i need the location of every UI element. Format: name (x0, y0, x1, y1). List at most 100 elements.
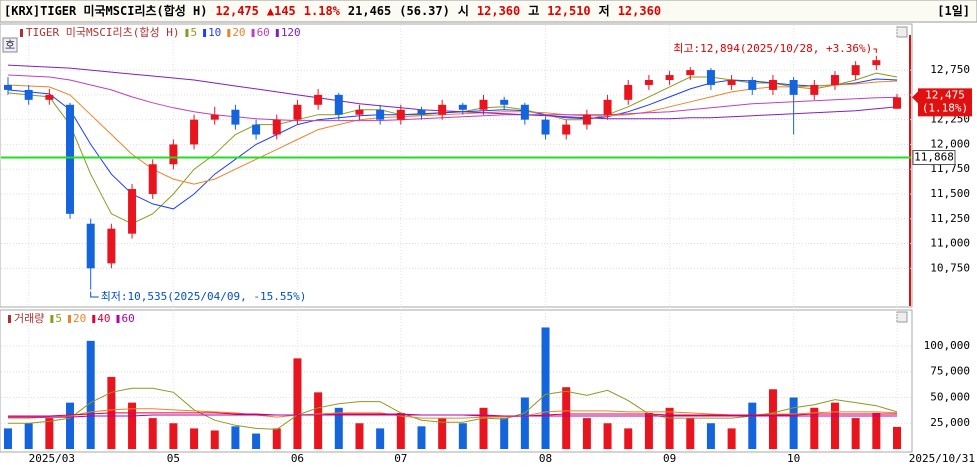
y-tick-label: 11,000 (930, 237, 970, 250)
volume-bar (624, 428, 633, 449)
header-item: 12,360 (618, 4, 661, 18)
candle-body (789, 80, 798, 95)
volume-bar (293, 358, 302, 449)
candle-body (851, 65, 860, 76)
candle-body (727, 80, 736, 85)
candle-body (603, 99, 612, 115)
candle-body (128, 189, 137, 234)
legend-entry: 60 (122, 312, 135, 325)
price-panel-close[interactable] (896, 26, 908, 38)
volume-bar (438, 418, 447, 449)
volume-bar (520, 397, 529, 449)
volume-bar (706, 423, 715, 449)
volume-bar (24, 423, 33, 449)
x-tick-label: 09 (663, 452, 676, 465)
legend-swatch (251, 29, 255, 37)
candle-body (830, 75, 839, 85)
high-annotation-arrow (873, 48, 877, 53)
current-price-box (918, 88, 972, 117)
y-tick-label: 100,000 (924, 339, 970, 352)
legend-swatch (227, 29, 231, 37)
candle-body (541, 119, 550, 135)
volume-bar (851, 418, 860, 449)
volume-bar (748, 402, 757, 449)
volume-bar (872, 412, 881, 449)
candle-body (479, 99, 488, 110)
candle-body (438, 104, 447, 115)
legend-entry: 10 (208, 26, 221, 39)
legend-swatch (20, 29, 23, 37)
legend-entry: 5 (190, 26, 197, 39)
volume-bar (479, 407, 488, 449)
candle-body (686, 70, 695, 76)
candle-body (169, 144, 178, 165)
side-button[interactable] (2, 37, 18, 53)
candle-body (644, 80, 653, 85)
volume-bar (458, 423, 467, 449)
ma-line (7, 74, 898, 122)
volume-bar (355, 423, 364, 449)
candle-body (624, 84, 633, 100)
header-item: 저 (599, 3, 610, 18)
volume-bar (45, 418, 54, 449)
header-item: (56.37) (399, 4, 450, 18)
y-tick-label: 12,000 (930, 137, 970, 150)
x-tick-label: 08 (539, 452, 552, 465)
volume-bar (603, 423, 612, 449)
volume-bar (768, 389, 777, 449)
high-annotation: 최고:12,894(2025/10/28, +3.36%) (673, 42, 872, 55)
candle-body (458, 104, 467, 110)
volume-bar (169, 423, 178, 449)
volume-bar (252, 433, 261, 449)
header-item: ▲145 (267, 4, 296, 18)
volume-bar (789, 397, 798, 449)
header-item: 시 (458, 4, 469, 18)
volume-ma-line (8, 414, 897, 418)
candle-body (272, 119, 281, 135)
x-tick-label: 2025/03 (29, 452, 75, 465)
volume-bar (314, 392, 323, 449)
legend-entry: 20 (73, 312, 86, 325)
y-tick-label: 11,750 (930, 162, 970, 175)
header-item: 1.18% (304, 4, 341, 18)
candle-body (376, 109, 385, 120)
volume-bar (334, 407, 343, 449)
side-button-label[interactable]: 호 (5, 39, 15, 52)
y-tick-label: 11,250 (930, 212, 970, 225)
x-tick-label: 05 (167, 452, 180, 465)
candle-body (4, 84, 12, 90)
period-selector[interactable]: [1일] (937, 4, 970, 18)
legend-entry: 40 (97, 312, 110, 325)
x-tick-label: 06 (291, 452, 304, 465)
x-tick-label: 07 (394, 452, 407, 465)
current-price-label: 12,475 (925, 88, 965, 101)
volume-bar (562, 387, 571, 449)
current-price-pointer (912, 91, 918, 104)
candle-body (107, 228, 116, 264)
header-item: 12,360 (477, 4, 520, 18)
low-annotation: 최저:10,535(2025/04/09, -15.55%) (101, 290, 307, 303)
x-tick-label: 2025/10/31 (909, 452, 975, 465)
legend-swatch (92, 315, 96, 323)
candle-body (148, 164, 157, 194)
candle-body (706, 70, 715, 85)
candle-body (314, 94, 323, 105)
volume-panel-close[interactable] (896, 311, 908, 323)
volume-bar (86, 340, 95, 449)
legend-swatch (8, 315, 11, 323)
candle-body (231, 109, 240, 125)
legend-entry: 60 (257, 26, 270, 39)
volume-bar (644, 412, 653, 449)
legend-entry: 120 (281, 26, 301, 39)
legend-swatch (275, 29, 279, 37)
candle-body (872, 60, 881, 66)
candle-body (665, 75, 674, 81)
level-label-box (912, 150, 956, 166)
header-bar (0, 0, 977, 23)
volume-panel (0, 309, 913, 453)
x-tick-label: 10 (787, 452, 800, 465)
candle-body (86, 223, 95, 269)
legend-swatch (116, 315, 120, 323)
candle-body (893, 97, 901, 109)
